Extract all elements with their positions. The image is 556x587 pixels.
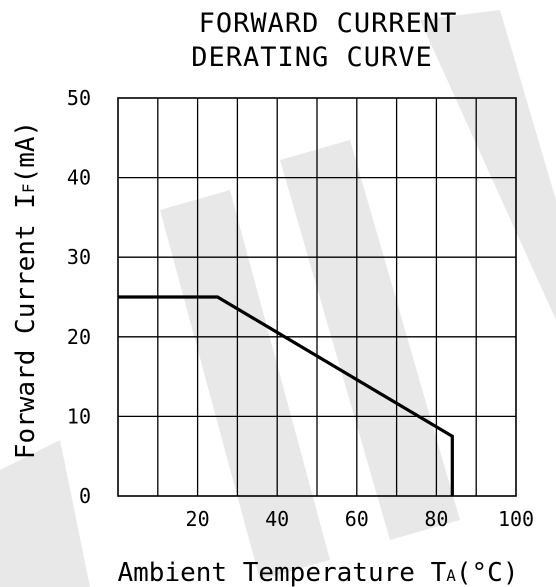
x-tick-label: 20 bbox=[186, 507, 210, 531]
chart-title-line-2: DERATING CURVE bbox=[191, 42, 433, 73]
watermark bbox=[0, 10, 556, 587]
x-axis-label: Ambient Temperature TA(°C) bbox=[118, 558, 519, 587]
x-axis-label-main: Ambient Temperature T bbox=[118, 558, 447, 587]
y-tick-label: 50 bbox=[67, 86, 91, 110]
x-axis-label-unit: (°C) bbox=[456, 558, 519, 587]
y-tick-labels: 0 10 20 30 40 50 bbox=[67, 86, 91, 508]
x-tick-label: 60 bbox=[345, 507, 369, 531]
chart-title-line-1: FORWARD CURRENT bbox=[199, 8, 458, 39]
y-tick-label: 30 bbox=[67, 245, 91, 269]
x-tick-label: 100 bbox=[498, 507, 534, 531]
x-tick-label: 80 bbox=[424, 507, 448, 531]
x-tick-label: 40 bbox=[265, 507, 289, 531]
y-tick-label: 20 bbox=[67, 325, 91, 349]
derating-curve-line bbox=[118, 295, 454, 496]
y-axis-label: Forward Current IF(mA) bbox=[11, 121, 41, 459]
x-axis-label-subscript: A bbox=[446, 566, 456, 585]
y-axis-label-main: Forward Current I bbox=[11, 193, 41, 459]
y-axis-label-subscript: F bbox=[19, 183, 38, 193]
y-tick-label: 40 bbox=[67, 166, 91, 190]
y-tick-label: 0 bbox=[79, 484, 91, 508]
series-group bbox=[118, 295, 454, 496]
x-tick-labels: 20 40 60 80 100 bbox=[186, 507, 535, 531]
grid bbox=[118, 98, 516, 496]
y-tick-label: 10 bbox=[67, 404, 91, 428]
y-axis-label-unit: (mA) bbox=[11, 121, 41, 184]
